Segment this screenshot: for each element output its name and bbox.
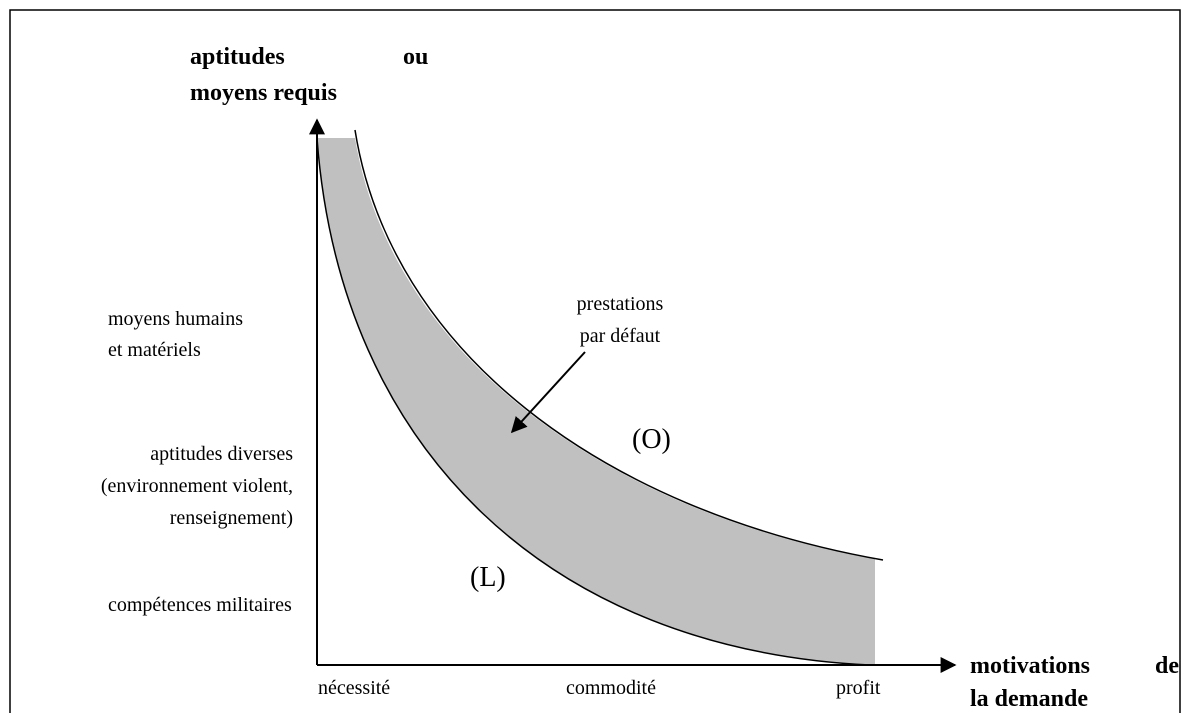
x-title: la demande	[970, 686, 1088, 712]
x-title: motivations	[970, 653, 1090, 679]
band-label: prestations	[577, 293, 664, 315]
frame	[9, 9, 1181, 713]
x-title: de	[1155, 653, 1179, 679]
y-level: aptitudes diverses	[150, 443, 293, 465]
curve-label: (O)	[632, 424, 671, 455]
band-label: par défaut	[580, 325, 661, 347]
y-level: compétences militaires	[108, 594, 292, 616]
lower-curve	[316, 137, 871, 666]
pointer-arrow	[510, 351, 586, 434]
y-title: moyens requis	[190, 80, 337, 106]
upper-curve	[354, 129, 884, 561]
x-level: commodité	[566, 677, 656, 699]
y-level: renseignement)	[170, 507, 293, 529]
x-level: nécessité	[318, 677, 390, 699]
y-level: et matériels	[108, 339, 201, 361]
y-title: aptitudes	[190, 44, 285, 70]
x-level: profit	[836, 677, 881, 699]
curve-label: (L)	[470, 562, 506, 593]
y-level: (environnement violent,	[101, 475, 293, 497]
y-title: ou	[403, 44, 428, 70]
y-level: moyens humains	[108, 308, 243, 330]
band	[317, 138, 875, 665]
